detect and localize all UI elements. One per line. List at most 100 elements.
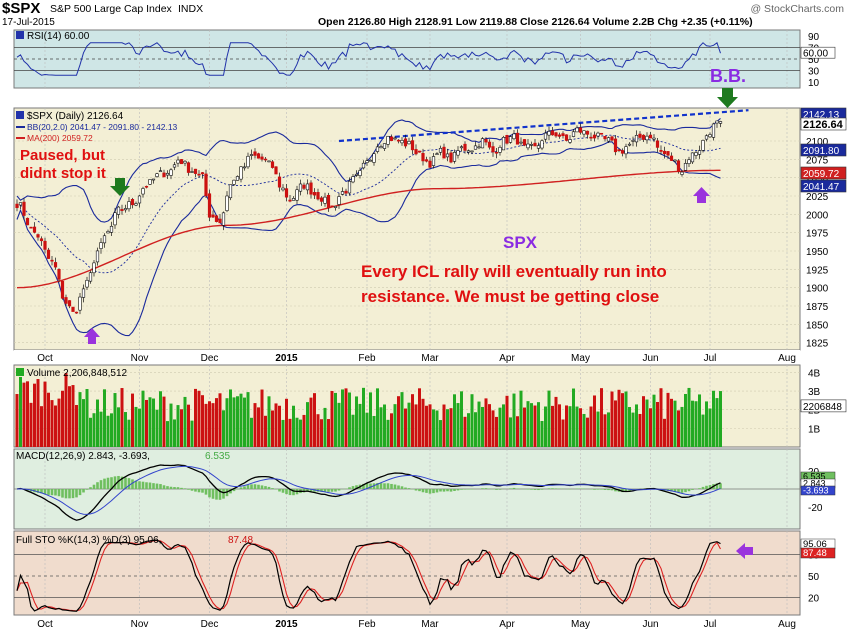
volume-bar (659, 388, 663, 447)
macd-hist-bar (551, 488, 554, 489)
candle-body (53, 262, 58, 268)
volume-bar (418, 388, 421, 447)
macd-hist-bar (169, 486, 173, 489)
xaxis-bottom-label-6: Apr (499, 619, 515, 630)
macd-hist-bar (208, 489, 211, 498)
price-box-label-1: 2126.64 (803, 119, 844, 131)
macd-hist-bar (61, 489, 64, 498)
macd-hist-bar (278, 489, 281, 492)
macd-hist-bar (330, 489, 334, 492)
volume-bar (715, 398, 719, 447)
volume-bar (407, 402, 411, 447)
price-panel (13, 107, 801, 351)
candle-body (232, 179, 236, 185)
macd-hist-bar (554, 488, 558, 489)
candle-body (582, 130, 586, 135)
volume-bar (285, 398, 288, 447)
macd-hist-bar (127, 478, 131, 489)
annotations: Paused, but didnt stop it B.B. SPX Every… (20, 66, 753, 559)
volume-bar (344, 388, 348, 447)
candle-body (659, 150, 663, 152)
macd-hist-bar (57, 489, 61, 497)
volume-bar (19, 376, 22, 447)
xaxis-strip-1 (14, 350, 800, 364)
candle-body (74, 311, 79, 314)
volume-bar (201, 395, 204, 447)
candle-body (571, 131, 576, 137)
candle-body (249, 154, 254, 156)
macd-hist-bar (687, 489, 691, 492)
candle-body (498, 146, 502, 153)
volume-bar (456, 403, 460, 447)
candle-body (256, 153, 261, 159)
candle-body (18, 202, 23, 206)
volume-bar (68, 386, 71, 447)
volume-bar (719, 391, 722, 447)
candle-body (67, 300, 72, 307)
volume-bar (320, 419, 323, 447)
price-box-2 (800, 143, 847, 157)
candle-body (515, 132, 520, 145)
macd-hist-bar (369, 483, 372, 489)
macd-hist-bar (421, 489, 425, 493)
volume-bar (194, 388, 197, 447)
macd-hist-bar (197, 489, 201, 493)
candle-body (295, 189, 299, 201)
candle-body (505, 135, 509, 144)
macd-hist-bar (162, 485, 166, 489)
volume-tick-0: 4B (808, 368, 821, 379)
candle-body (470, 150, 474, 153)
volume-bar (705, 401, 708, 447)
candle-body (207, 193, 212, 218)
macd-box-label-2: -3.693 (803, 486, 829, 496)
candle-body (99, 242, 103, 249)
volume-bar (162, 396, 166, 447)
xaxis-label-5: Mar (421, 353, 439, 364)
candle-body (253, 151, 257, 156)
price-tick-1: 2075 (806, 155, 829, 166)
volume-bar (302, 414, 306, 447)
volume-bar (295, 417, 299, 447)
candle-body (477, 146, 481, 149)
macd-hist-bar (92, 484, 96, 489)
candle-body (277, 176, 282, 188)
volume-bar (537, 402, 540, 447)
volume-bar (362, 387, 365, 447)
macd-hist-bar (274, 489, 278, 490)
macd-hist-bar (484, 488, 488, 489)
candle-body (333, 206, 338, 208)
purple-arrow-up-icon-jul (693, 187, 710, 203)
volume-bar (635, 404, 638, 447)
macd-hist-bar (204, 489, 208, 495)
candle-body (309, 182, 313, 195)
volume-bar (404, 408, 407, 447)
candle-body (281, 187, 285, 191)
price-box-label-2: 2091.80 (803, 146, 840, 157)
candle-body (326, 194, 331, 209)
volume-bar (323, 407, 327, 447)
annotation-spx: SPX (503, 233, 538, 252)
candle-body (365, 160, 369, 163)
candle-body (599, 132, 604, 135)
candle-body (592, 134, 597, 139)
volume-bar (565, 405, 568, 447)
volume-bar (425, 405, 428, 447)
xaxis-bottom-label-5: Mar (421, 619, 439, 630)
candle-body (641, 134, 646, 140)
macd-hist-bar (540, 489, 544, 490)
svg-text:Volume 2,206,848,512: Volume 2,206,848,512 (27, 368, 128, 379)
macd-hist-bar (362, 483, 365, 489)
macd-hist-bar (512, 487, 516, 489)
volume-bar (306, 402, 309, 447)
macd-hist-bar (379, 483, 383, 489)
macd-hist-bar (159, 484, 162, 489)
candle-body (606, 137, 611, 142)
macd-hist-bar (82, 489, 85, 493)
candle-body (554, 132, 558, 137)
volume-value-box (800, 399, 847, 413)
price-box-label-0: 2142.13 (803, 110, 840, 121)
candle-body (22, 201, 26, 216)
candle-body (540, 140, 544, 149)
volume-bar (64, 373, 68, 447)
volume-bar (467, 413, 470, 447)
